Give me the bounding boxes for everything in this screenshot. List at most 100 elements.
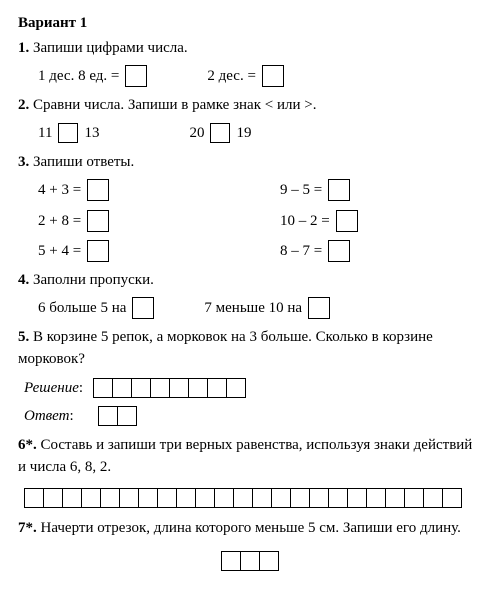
task-1-right: 2 дес. =: [207, 65, 284, 88]
task-4-left-label: 6 больше 5 на: [38, 297, 126, 320]
task-3-b2: 10 – 2 =: [280, 210, 482, 233]
grid-cell[interactable]: [176, 488, 196, 508]
task-2-l1: 11: [38, 122, 52, 145]
task-2-r1: 20: [189, 122, 204, 145]
task-1-head: 1. Запиши цифрами числа.: [18, 37, 482, 60]
task-3-a1: 4 + 3 =: [38, 179, 240, 202]
task-6: 6*. Составь и запиши три верных равенств…: [18, 434, 482, 510]
task-1: 1. Запиши цифрами числа. 1 дес. 8 ед. = …: [18, 37, 482, 88]
task-7-grid-wrap: [18, 550, 482, 573]
task-4-right-box[interactable]: [308, 297, 330, 319]
task-2-text: Сравни числа. Запиши в рамке знак < или …: [33, 97, 316, 113]
task-3-b2-box[interactable]: [336, 210, 358, 232]
grid-cell[interactable]: [150, 378, 170, 398]
grid-cell[interactable]: [207, 378, 227, 398]
grid-cell[interactable]: [226, 378, 246, 398]
task-6-text: Составь и запиши три верных равенства, и…: [18, 437, 472, 476]
grid-cell[interactable]: [423, 488, 443, 508]
task-3-num: 3.: [18, 154, 29, 170]
task-3-a3: 5 + 4 =: [38, 240, 240, 263]
task-4-left-box[interactable]: [132, 297, 154, 319]
grid-cell[interactable]: [309, 488, 329, 508]
task-3-a2-box[interactable]: [87, 210, 109, 232]
task-6-grid-wrap: [24, 487, 482, 510]
grid-cell[interactable]: [404, 488, 424, 508]
task-3-a3-box[interactable]: [87, 240, 109, 262]
task-3-grid: 4 + 3 = 9 – 5 = 2 + 8 = 10 – 2 = 5 + 4 =…: [38, 179, 482, 263]
grid-cell[interactable]: [62, 488, 82, 508]
task-1-right-box[interactable]: [262, 65, 284, 87]
grid-cell[interactable]: [252, 488, 272, 508]
task-3-b1-box[interactable]: [328, 179, 350, 201]
grid-cell[interactable]: [169, 378, 189, 398]
task-6-grid[interactable]: [24, 488, 462, 508]
grid-cell[interactable]: [214, 488, 234, 508]
grid-cell[interactable]: [24, 488, 44, 508]
grid-cell[interactable]: [157, 488, 177, 508]
grid-cell[interactable]: [328, 488, 348, 508]
task-3-b3-box[interactable]: [328, 240, 350, 262]
task-3-b3-label: 8 – 7 =: [280, 240, 322, 263]
grid-cell[interactable]: [259, 551, 279, 571]
grid-cell[interactable]: [119, 488, 139, 508]
grid-cell[interactable]: [112, 378, 132, 398]
grid-cell[interactable]: [188, 378, 208, 398]
grid-cell[interactable]: [98, 406, 118, 426]
task-7-text: Начерти отрезок, длина которого меньше 5…: [41, 520, 461, 536]
grid-cell[interactable]: [131, 378, 151, 398]
task-2-head: 2. Сравни числа. Запиши в рамке знак < и…: [18, 94, 482, 117]
task-1-row: 1 дес. 8 ед. = 2 дес. =: [38, 65, 482, 88]
grid-cell[interactable]: [233, 488, 253, 508]
grid-cell[interactable]: [93, 378, 113, 398]
grid-cell[interactable]: [117, 406, 137, 426]
grid-cell[interactable]: [442, 488, 462, 508]
task-2-l2: 13: [84, 122, 99, 145]
grid-cell[interactable]: [195, 488, 215, 508]
variant-title: Вариант 1: [18, 12, 482, 35]
task-4: 4. Заполни пропуски. 6 больше 5 на 7 мен…: [18, 269, 482, 320]
task-3-a1-box[interactable]: [87, 179, 109, 201]
task-6-num: 6*.: [18, 437, 37, 453]
task-3-b3: 8 – 7 =: [280, 240, 482, 263]
task-4-left: 6 больше 5 на: [38, 297, 154, 320]
grid-cell[interactable]: [43, 488, 63, 508]
task-7-head: 7*. Начерти отрезок, длина которого мень…: [18, 517, 482, 540]
grid-cell[interactable]: [240, 551, 260, 571]
task-4-text: Заполни пропуски.: [33, 272, 154, 288]
task-7: 7*. Начерти отрезок, длина которого мень…: [18, 517, 482, 572]
task-3-a3-label: 5 + 4 =: [38, 240, 81, 263]
task-2-left-box[interactable]: [58, 123, 78, 143]
task-4-row: 6 больше 5 на 7 меньше 10 на: [38, 297, 482, 320]
task-7-grid[interactable]: [221, 551, 279, 571]
task-5-head: 5. В корзине 5 репок, а морковок на 3 бо…: [18, 326, 482, 371]
grid-cell[interactable]: [347, 488, 367, 508]
grid-cell[interactable]: [290, 488, 310, 508]
task-5-solution-grid[interactable]: [93, 378, 246, 398]
grid-cell[interactable]: [271, 488, 291, 508]
grid-cell[interactable]: [81, 488, 101, 508]
task-3-text: Запиши ответы.: [33, 154, 134, 170]
task-5: 5. В корзине 5 репок, а морковок на 3 бо…: [18, 326, 482, 428]
task-1-left-label: 1 дес. 8 ед. =: [38, 65, 119, 88]
task-1-text: Запиши цифрами числа.: [33, 40, 188, 56]
task-3: 3. Запиши ответы. 4 + 3 = 9 – 5 = 2 + 8 …: [18, 151, 482, 263]
task-5-answer-grid[interactable]: [98, 406, 137, 426]
task-3-b1-label: 9 – 5 =: [280, 179, 322, 202]
grid-cell[interactable]: [221, 551, 241, 571]
task-5-solution-label: Решение: [24, 380, 79, 396]
grid-cell[interactable]: [366, 488, 386, 508]
task-5-solution-row: Решение:: [24, 377, 482, 400]
grid-cell[interactable]: [385, 488, 405, 508]
task-1-left-box[interactable]: [125, 65, 147, 87]
grid-cell[interactable]: [100, 488, 120, 508]
grid-cell[interactable]: [138, 488, 158, 508]
task-2-right: 20 19: [189, 122, 251, 145]
task-5-answer-colon: :: [69, 408, 73, 424]
task-5-answer-row: Ответ:: [24, 405, 482, 428]
task-2: 2. Сравни числа. Запиши в рамке знак < и…: [18, 94, 482, 145]
task-2-r2: 19: [236, 122, 251, 145]
task-5-answer-label: Ответ: [24, 408, 69, 424]
task-4-num: 4.: [18, 272, 29, 288]
task-2-right-box[interactable]: [210, 123, 230, 143]
task-5-solution-colon: :: [79, 380, 83, 396]
